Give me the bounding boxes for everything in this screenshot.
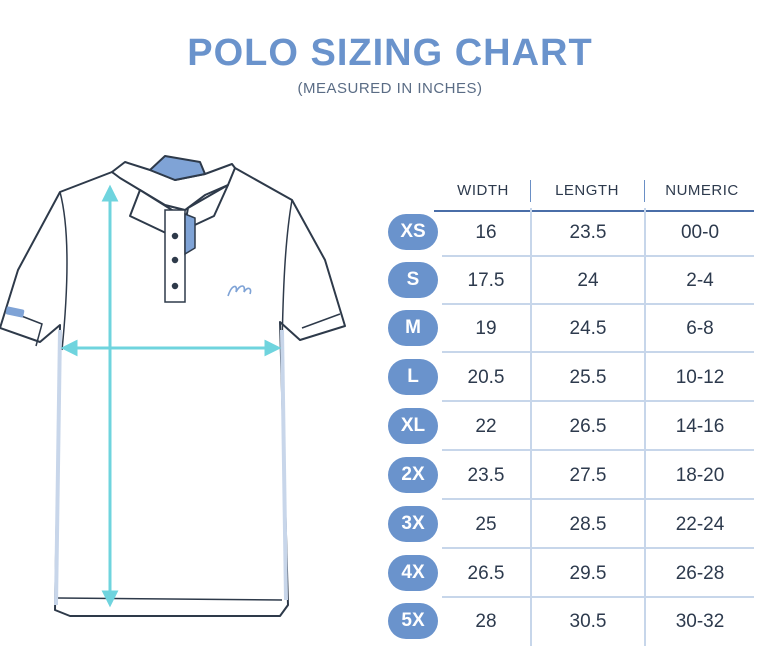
side-shade-left [54,329,62,606]
column-divider [530,402,532,451]
length-cell: 25.5 [569,366,607,388]
sleeve-cuff-right [301,313,341,329]
row-divider [442,498,754,500]
column-divider [644,304,646,353]
length-measure-line [101,184,119,608]
page-title: POLO SIZING CHART [187,32,593,74]
column-divider [530,256,532,305]
table-row: 2X 23.5 27.5 18-20 [384,451,780,500]
sleeve-tag-icon [5,306,25,318]
width-cell: 22 [475,415,497,437]
column-header-numeric: NUMERIC [665,182,739,199]
column-divider [644,256,646,305]
column-divider [530,208,532,257]
column-divider [644,597,646,646]
width-measure-line [60,339,282,357]
button-icon [171,256,179,264]
row-divider [442,547,754,549]
size-badge: S [388,262,438,298]
size-badge: 2X [388,457,438,493]
row-divider [442,400,754,402]
length-cell: 23.5 [569,221,607,243]
size-badge: L [388,359,438,395]
width-cell: 19 [475,317,497,339]
width-cell: 20.5 [467,366,505,388]
numeric-cell: 2-4 [686,269,714,291]
column-separator [644,180,645,202]
placket [164,209,196,303]
length-cell: 30.5 [569,610,607,632]
column-divider [530,451,532,500]
numeric-cell: 22-24 [675,513,725,535]
column-divider [644,451,646,500]
column-divider [530,549,532,598]
table-row: L 20.5 25.5 10-12 [384,353,780,402]
length-cell: 28.5 [569,513,607,535]
table-row: XS 16 23.5 00-0 [384,208,780,257]
size-chart-table: WIDTH LENGTH NUMERIC XS 16 23.5 00-0 S 1… [384,170,780,648]
column-header-length: LENGTH [555,182,619,199]
table-row: M 19 24.5 6-8 [384,304,780,353]
chest-logo-icon [227,285,252,297]
side-shade-right [280,329,288,601]
size-badge: XS [388,214,438,250]
size-badge: 4X [388,555,438,591]
numeric-cell: 26-28 [675,562,725,584]
row-divider [442,596,754,598]
table-row: XL 22 26.5 14-16 [384,402,780,451]
column-header-width: WIDTH [457,182,509,199]
width-cell: 26.5 [467,562,505,584]
column-divider [644,208,646,257]
column-separator [530,180,531,202]
width-cell: 17.5 [467,269,505,291]
numeric-cell: 10-12 [675,366,725,388]
page-subtitle: (MEASURED IN INCHES) [297,80,483,97]
column-divider [644,549,646,598]
numeric-cell: 30-32 [675,610,725,632]
width-cell: 16 [475,221,497,243]
column-divider [644,500,646,549]
row-divider [442,255,754,257]
button-icon [171,232,179,240]
size-badge: 5X [388,603,438,639]
numeric-cell: 18-20 [675,464,725,486]
width-cell: 25 [475,513,497,535]
numeric-cell: 00-0 [680,221,720,243]
button-icon [171,282,179,290]
column-divider [530,304,532,353]
sleeve-seam-left [59,191,68,351]
length-cell: 26.5 [569,415,607,437]
row-divider [442,303,754,305]
row-divider [442,351,754,353]
column-divider [530,500,532,549]
hem-line [57,597,283,601]
numeric-cell: 14-16 [675,415,725,437]
table-row: 4X 26.5 29.5 26-28 [384,549,780,598]
column-divider [530,597,532,646]
length-cell: 27.5 [569,464,607,486]
row-divider [442,449,754,451]
numeric-cell: 6-8 [686,317,714,339]
column-divider [644,402,646,451]
sleeve-seam-right [281,199,293,351]
column-divider [644,353,646,402]
width-cell: 28 [475,610,497,632]
size-badge: 3X [388,506,438,542]
table-row: 5X 28 30.5 30-32 [384,597,780,646]
table-row: 3X 25 28.5 22-24 [384,500,780,549]
table-row: S 17.5 24 2-4 [384,256,780,305]
size-badge: XL [388,408,438,444]
length-cell: 24.5 [569,317,607,339]
length-cell: 24 [577,269,599,291]
size-badge: M [388,310,438,346]
length-cell: 29.5 [569,562,607,584]
width-cell: 23.5 [467,464,505,486]
header-divider [434,210,754,212]
polo-shirt-illustration [0,155,346,617]
column-divider [530,353,532,402]
